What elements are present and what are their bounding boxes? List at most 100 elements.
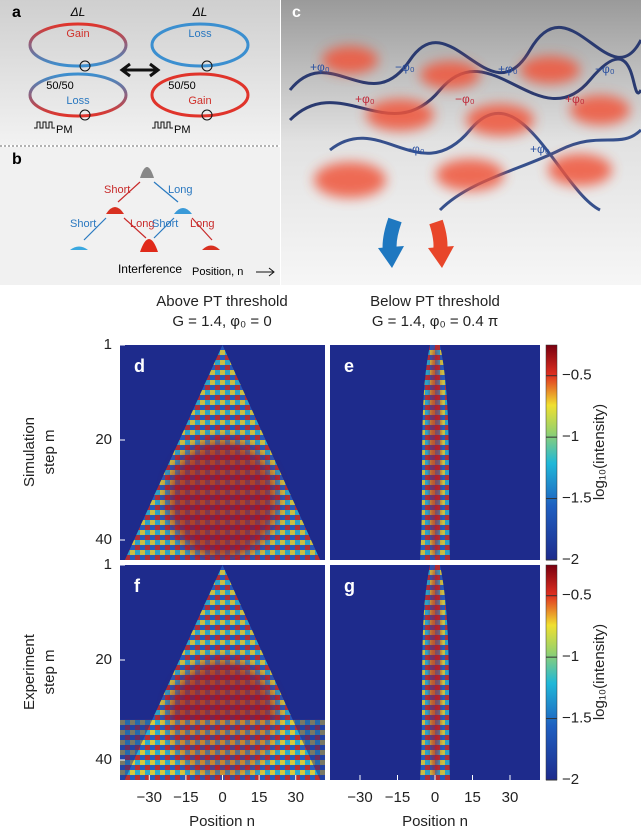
colorbar-tick-label: −1.5 [562, 490, 592, 507]
intensity-pattern [420, 565, 450, 780]
hot-core [429, 345, 441, 560]
colorbar-tick-label: −0.5 [562, 367, 592, 384]
ring-label: Loss [66, 95, 90, 107]
heatmap: g [330, 565, 540, 780]
ring [28, 72, 128, 118]
phase-label: +φ₀ [530, 142, 550, 156]
y-tick-label: 1 [104, 556, 112, 573]
ring-label: Loss [188, 28, 212, 40]
ratio: 50/50 [168, 80, 196, 92]
y-tick-label: 40 [95, 751, 112, 768]
coupler [201, 60, 213, 72]
phase-label: −φ₀ [395, 60, 415, 74]
ratio: 50/50 [46, 80, 74, 92]
panel-label: e [344, 356, 354, 376]
x-tick-label: 0 [218, 789, 226, 806]
pulse [106, 207, 124, 214]
colorbar-tick-label: −2 [562, 771, 579, 788]
modulator [201, 109, 213, 121]
colorbar-tick-label: −1 [562, 648, 579, 665]
axis-label: Position, n [192, 266, 243, 278]
delta-l: ΔL [192, 5, 208, 19]
swap-arrow [119, 62, 161, 78]
column-params: G = 1.4, φ₀ = 0 [172, 313, 271, 330]
pulse [202, 245, 220, 250]
ring [28, 22, 128, 68]
x-tick-label: −15 [173, 789, 198, 806]
pulse [70, 246, 88, 250]
x-tick-label: 15 [251, 789, 268, 806]
phase-label: −φ₀ [595, 62, 615, 76]
pulse [140, 167, 154, 178]
panel-b-bg [0, 147, 280, 285]
branch-label: Short [70, 218, 96, 230]
colorbar-tick-label: −2 [562, 551, 579, 568]
x-tick-label: −30 [137, 789, 162, 806]
panel-label: b [12, 151, 22, 168]
colorbar-tick-label: −1 [562, 428, 579, 445]
branch-label: Long [130, 218, 154, 230]
branch-label: Short [152, 218, 178, 230]
pulse [140, 239, 158, 252]
branch-label: Short [104, 184, 130, 196]
intensity-pattern [124, 345, 321, 560]
x-tick-label: 15 [464, 789, 481, 806]
coupler [79, 60, 91, 72]
y-tick-label: 20 [95, 651, 112, 668]
row-label: step m [41, 429, 58, 474]
noise-band [120, 719, 325, 780]
pm: PM [174, 124, 191, 136]
phase-label: −φ₀ [455, 92, 475, 106]
pulse-icon [152, 121, 173, 129]
panel-label: a [12, 4, 21, 21]
panel-label: g [344, 576, 355, 596]
row-label: step m [41, 649, 58, 694]
heatmap: d [120, 345, 325, 560]
x-tick-label: −30 [347, 789, 372, 806]
x-tick-label: 30 [287, 789, 304, 806]
phase-label: +φ₀ [310, 60, 330, 74]
x-axis-label: Position n [402, 813, 468, 830]
row-label: Experiment [21, 633, 38, 710]
y-tick-label: 20 [95, 431, 112, 448]
colorbar-label: log₁₀(intensity) [591, 624, 608, 720]
hot-core [167, 439, 278, 560]
phase-label: −φ₀ [405, 142, 425, 156]
heatmap: e [330, 345, 540, 560]
intensity-pattern [420, 345, 450, 560]
colorbar [545, 564, 558, 781]
column-title: Above PT threshold [156, 293, 287, 310]
phase-label: +φ₀ [498, 62, 518, 76]
branch-label: Long [168, 184, 192, 196]
x-axis-label: Position n [189, 813, 255, 830]
ring [150, 72, 250, 118]
column-params: G = 1.4, φ₀ = 0.4 π [372, 313, 498, 330]
phase-label: +φ₀ [565, 92, 585, 106]
colorbar-tick-label: −0.5 [562, 587, 592, 604]
pm: PM [56, 124, 73, 136]
axis-arrow [256, 267, 275, 277]
panel-label: f [134, 576, 141, 596]
waveguide-illustration [288, 25, 641, 268]
phase-label: +φ₀ [355, 92, 375, 106]
row-label: Simulation [21, 417, 38, 487]
column-title: Below PT threshold [370, 293, 500, 310]
interference: Interference [118, 262, 182, 276]
colorbar-label: log₁₀(intensity) [591, 404, 608, 500]
panel-label: c [292, 4, 301, 21]
x-tick-label: 0 [431, 789, 439, 806]
pulse-icon [34, 121, 55, 129]
intensity-pattern [120, 565, 325, 780]
y-tick-label: 40 [95, 531, 112, 548]
branch-label: Long [190, 218, 214, 230]
colorbar [545, 344, 558, 561]
panel-label: d [134, 356, 145, 376]
modulator [79, 109, 91, 121]
ring-label: Gain [188, 95, 211, 107]
delta-l: ΔL [70, 5, 86, 19]
branch-arrows [83, 181, 213, 241]
y-tick-label: 1 [104, 336, 112, 353]
ring-label: Gain [66, 28, 89, 40]
pulse [174, 208, 192, 214]
